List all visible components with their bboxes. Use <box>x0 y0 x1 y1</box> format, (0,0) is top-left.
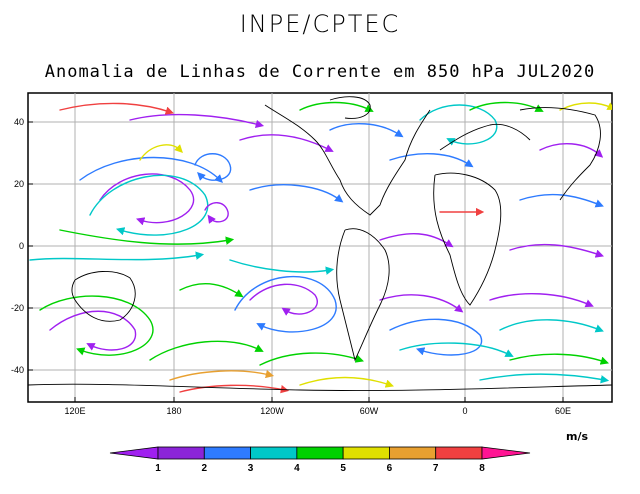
x-tick-label: 60E <box>555 406 571 416</box>
colorbar: 1 2 3 4 5 6 7 8 <box>109 446 531 474</box>
colorbar-label: 6 <box>387 463 393 474</box>
colorbar-segment <box>109 446 159 460</box>
y-tick-label: 40 <box>14 117 24 127</box>
streamlines <box>29 101 612 394</box>
colorbar-segment <box>203 446 251 460</box>
y-tick-label: 20 <box>14 179 24 189</box>
x-axis: 120E 180 120W 60W 0 60E <box>64 397 571 416</box>
x-tick-label: 120W <box>260 406 284 416</box>
x-tick-label: 60W <box>360 406 379 416</box>
colorbar-label: 4 <box>294 463 300 474</box>
y-tick-label: -40 <box>11 365 24 375</box>
colorbar-segment <box>481 446 531 460</box>
colorbar-segment <box>157 446 205 460</box>
x-tick-label: 180 <box>166 406 181 416</box>
colorbar-label: 3 <box>248 463 254 474</box>
organization-header: INPE/CPTEC <box>239 10 401 38</box>
colorbar-segment <box>296 446 344 460</box>
y-tick-label: 0 <box>19 241 24 251</box>
map-content <box>28 93 612 402</box>
map-frame <box>27 92 613 403</box>
colorbar-units-label: m/s <box>566 430 589 443</box>
colorbar-segment <box>342 446 390 460</box>
x-tick-label: 120E <box>64 406 85 416</box>
colorbar-label: 2 <box>202 463 208 474</box>
y-axis: 40 20 0 -20 -40 <box>11 117 33 375</box>
colorbar-label: 8 <box>479 463 485 474</box>
colorbar-segment <box>435 446 483 460</box>
colorbar-segment <box>250 446 298 460</box>
x-tick-label: 0 <box>462 406 467 416</box>
colorbar-label: 7 <box>433 463 439 474</box>
chart-title: Anomalia de Linhas de Corrente em 850 hP… <box>44 62 596 82</box>
colorbar-segment <box>389 446 437 460</box>
colorbar-label: 1 <box>155 463 161 474</box>
coastlines <box>28 96 612 391</box>
y-tick-label: -20 <box>11 303 24 313</box>
colorbar-label: 5 <box>340 463 346 474</box>
